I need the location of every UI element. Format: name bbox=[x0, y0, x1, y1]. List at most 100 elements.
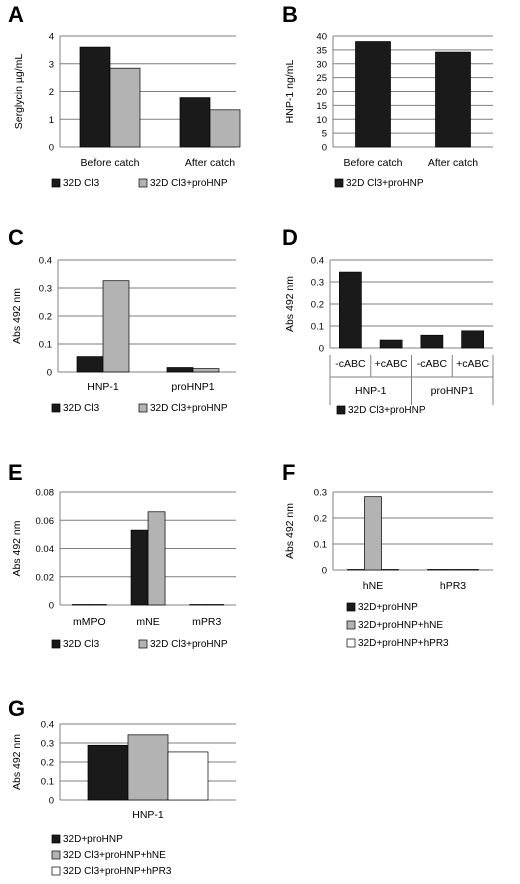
panel-label: F bbox=[282, 460, 295, 485]
y-tick-label: 20 bbox=[316, 87, 327, 98]
bar bbox=[130, 529, 149, 606]
y-axis-label: Abs 492 nm bbox=[284, 276, 296, 332]
y-tick-label: 0.1 bbox=[39, 340, 52, 351]
legend-entry: 32D+proHNP bbox=[63, 834, 123, 845]
bar bbox=[147, 511, 166, 606]
y-tick-label: 0.06 bbox=[36, 516, 55, 527]
panel-label: B bbox=[282, 2, 298, 27]
panel-label: E bbox=[8, 460, 23, 485]
bar bbox=[167, 751, 209, 801]
x-category-label: After catch bbox=[428, 157, 478, 169]
legend-swatch bbox=[346, 602, 356, 612]
x-category-label: +cABC bbox=[375, 358, 408, 370]
y-tick-label: 0.2 bbox=[311, 300, 324, 311]
x-category-label: HNP-1 bbox=[87, 381, 119, 393]
bar bbox=[444, 569, 462, 571]
y-tick-label: 0.4 bbox=[41, 720, 54, 731]
bar bbox=[355, 41, 391, 148]
legend-swatch bbox=[51, 403, 61, 413]
bar bbox=[347, 569, 365, 571]
panel-d: D 0 0.1 0.2 0.3 0.4 Abs 492 nm -cABC +cABC -cABC +… bbox=[282, 225, 494, 416]
y-tick-label: 0 bbox=[49, 601, 54, 612]
legend-swatch bbox=[138, 403, 148, 413]
legend-entry: 32D Cl3+proHNP bbox=[150, 403, 228, 414]
y-tick-label: 3 bbox=[49, 59, 54, 70]
x-group-label: HNP-1 bbox=[355, 385, 387, 397]
y-tick-label: 0.4 bbox=[311, 256, 324, 267]
legend-entry: 32D+proHNP+hNE bbox=[358, 620, 443, 631]
bar bbox=[435, 51, 471, 148]
y-tick-label: 2 bbox=[49, 87, 54, 98]
legend-entry: 32D+proHNP+hPR3 bbox=[358, 638, 449, 649]
legend-entry: 32D Cl3 bbox=[63, 403, 100, 414]
bar bbox=[381, 569, 399, 571]
x-group-label: proHNP1 bbox=[431, 385, 474, 397]
x-category-label: After catch bbox=[185, 157, 235, 169]
legend-entry: 32D Cl3+proHNP+hNE bbox=[63, 850, 166, 861]
panel-label: D bbox=[282, 225, 298, 250]
x-category-label: hNE bbox=[363, 580, 383, 592]
legend-swatch bbox=[346, 638, 356, 648]
bar bbox=[109, 67, 141, 148]
legend-entry: 32D+proHNP bbox=[358, 602, 418, 613]
legend-entry: 32D Cl3 bbox=[63, 639, 100, 650]
bar bbox=[209, 109, 241, 148]
panel-g: G 0 0.1 0.2 0.3 0.4 Abs 492 nm HNP-1 32D+proHNP 3… bbox=[8, 696, 236, 877]
legend-swatch bbox=[334, 178, 344, 188]
legend-swatch bbox=[51, 834, 61, 844]
x-category-label: hPR3 bbox=[440, 580, 466, 592]
y-tick-label: 15 bbox=[316, 101, 327, 112]
y-tick-label: 0.04 bbox=[36, 544, 55, 555]
y-tick-label: 0.2 bbox=[314, 514, 327, 525]
y-tick-label: 0 bbox=[47, 368, 52, 379]
bar bbox=[179, 97, 211, 148]
y-axis-label: HNP-1 ng/mL bbox=[284, 60, 296, 124]
bar bbox=[166, 367, 194, 373]
panel-label: A bbox=[8, 2, 24, 27]
bar bbox=[71, 604, 90, 606]
legend-entry: 32D Cl3+proHNP bbox=[150, 639, 228, 650]
bar bbox=[88, 604, 107, 606]
y-tick-label: 0.1 bbox=[314, 540, 327, 551]
legend-entry: 32D Cl3+proHNP+hPR3 bbox=[63, 866, 172, 877]
y-tick-label: 1 bbox=[49, 115, 54, 126]
y-tick-label: 0.2 bbox=[39, 312, 52, 323]
x-category-label: HNP-1 bbox=[132, 809, 164, 821]
bar bbox=[461, 330, 484, 349]
y-tick-label: 30 bbox=[316, 59, 327, 70]
y-tick-label: 0.02 bbox=[36, 572, 55, 583]
y-tick-label: 0.3 bbox=[39, 284, 52, 295]
legend-entry: 32D Cl3+proHNP bbox=[348, 405, 426, 416]
bar bbox=[339, 271, 362, 349]
y-tick-label: 5 bbox=[322, 129, 327, 140]
legend-entry: 32D Cl3 bbox=[63, 178, 100, 189]
y-tick-label: 0.3 bbox=[311, 278, 324, 289]
bar bbox=[206, 604, 225, 606]
y-tick-label: 0 bbox=[322, 143, 327, 154]
y-tick-label: 0.4 bbox=[39, 256, 52, 267]
bar bbox=[420, 334, 444, 349]
legend-swatch bbox=[51, 866, 61, 876]
y-tick-label: 4 bbox=[49, 32, 54, 43]
y-tick-label: 0.3 bbox=[41, 739, 54, 750]
y-tick-label: 40 bbox=[316, 32, 327, 43]
y-tick-label: 10 bbox=[316, 115, 327, 126]
bar bbox=[379, 339, 403, 349]
panel-label: C bbox=[8, 225, 24, 250]
bar bbox=[189, 604, 208, 606]
legend-swatch bbox=[346, 620, 356, 630]
y-tick-label: 0 bbox=[322, 566, 327, 577]
x-category-label: mNE bbox=[136, 616, 159, 628]
y-axis-label: Abs 492 nm bbox=[11, 520, 23, 576]
x-category-label: -cABC bbox=[417, 358, 448, 370]
bar bbox=[364, 496, 382, 571]
bar bbox=[79, 46, 111, 148]
legend-entry: 32D Cl3+proHNP bbox=[150, 178, 228, 189]
y-tick-label: 0 bbox=[49, 143, 54, 154]
legend-swatch bbox=[336, 405, 346, 415]
x-category-label: proHNP1 bbox=[171, 381, 214, 393]
legend-entry: 32D Cl3+proHNP bbox=[346, 178, 424, 189]
panel-a: A 0 1 2 3 4 Serglycin µg/mL Before catch After c… bbox=[8, 2, 241, 189]
x-category-label: Before catch bbox=[81, 157, 140, 169]
